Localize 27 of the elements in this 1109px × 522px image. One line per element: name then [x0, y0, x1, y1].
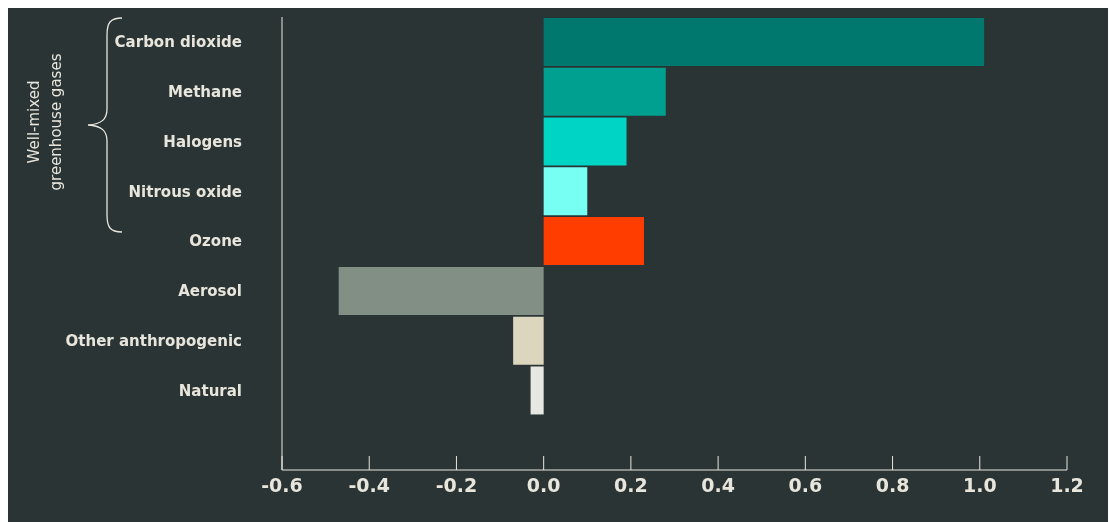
bar [530, 366, 544, 415]
bar [513, 316, 544, 365]
x-tick-label: 0.8 [875, 474, 910, 496]
y-tick-label: Ozone [189, 232, 242, 251]
y-tick-label: Nitrous oxide [128, 182, 242, 201]
y-tick-label: Carbon dioxide [114, 33, 242, 52]
bar [543, 18, 985, 66]
x-tick-label: -0.2 [435, 474, 478, 496]
y-tick-label: Other anthropogenic [65, 331, 242, 350]
text: Well-mixed greenhouse gases [25, 53, 65, 191]
bar [338, 266, 544, 315]
bar [543, 117, 627, 166]
x-tick-label: -0.6 [261, 474, 303, 496]
y-tick-label: Aerosol [178, 282, 242, 301]
x-tick-label: 0.2 [614, 474, 648, 496]
x-tick-label: 0.0 [526, 474, 561, 496]
bar [543, 217, 644, 266]
y-tick-label: Methane [168, 83, 242, 101]
y-tick-label: Halogens [163, 132, 243, 151]
x-tick-label: 1.0 [962, 474, 997, 496]
x-tick-label: 1.2 [1050, 474, 1084, 496]
x-tick-label: -0.4 [348, 474, 390, 496]
bar [543, 67, 666, 116]
x-tick-label: 0.4 [701, 474, 735, 496]
x-tick-label: 0.6 [788, 474, 823, 496]
bar [543, 167, 588, 216]
y-tick-label: Natural [178, 381, 242, 400]
